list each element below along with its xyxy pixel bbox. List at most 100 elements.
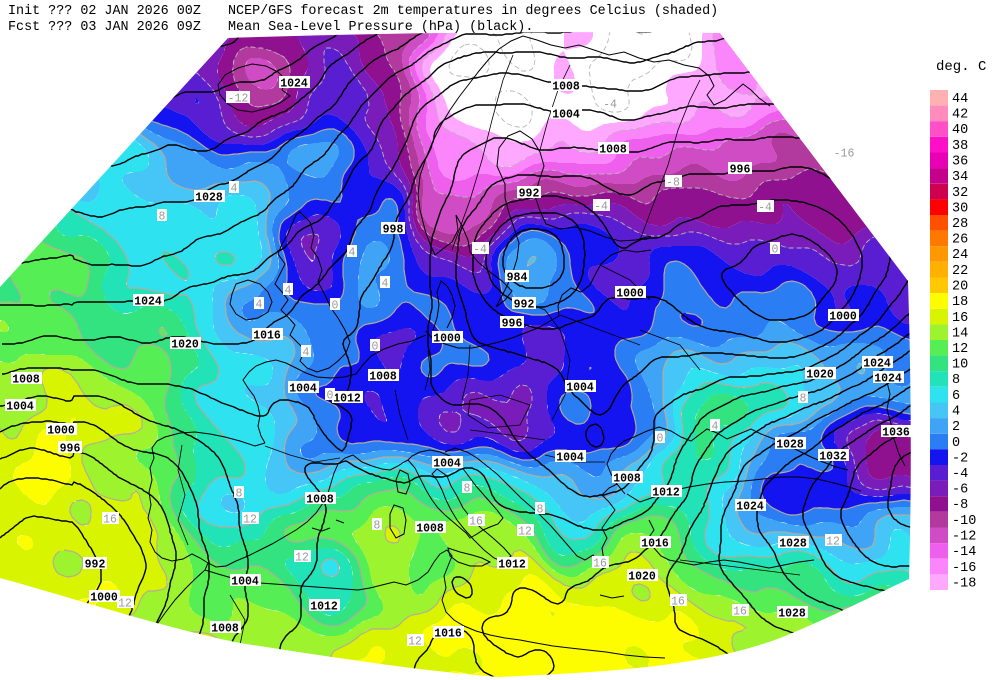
svg-text:28: 28 xyxy=(952,217,968,232)
svg-text:8: 8 xyxy=(159,211,166,224)
svg-text:1000: 1000 xyxy=(433,333,461,346)
svg-text:-4: -4 xyxy=(473,244,487,257)
svg-text:1024: 1024 xyxy=(280,78,308,91)
svg-text:4: 4 xyxy=(285,285,292,298)
svg-text:1020: 1020 xyxy=(171,339,199,352)
svg-text:1000: 1000 xyxy=(90,592,118,605)
svg-text:992: 992 xyxy=(85,559,106,572)
svg-text:1004: 1004 xyxy=(556,452,584,465)
svg-text:-10: -10 xyxy=(952,514,976,529)
svg-text:1028: 1028 xyxy=(778,608,806,621)
svg-text:1004: 1004 xyxy=(433,458,461,471)
svg-text:0: 0 xyxy=(327,390,334,403)
svg-text:16: 16 xyxy=(593,558,607,571)
svg-text:14: 14 xyxy=(952,326,968,341)
svg-text:12: 12 xyxy=(518,526,532,539)
svg-text:16: 16 xyxy=(469,516,483,529)
svg-text:deg. C: deg. C xyxy=(936,59,986,75)
svg-text:18: 18 xyxy=(952,295,968,310)
svg-text:20: 20 xyxy=(952,280,968,295)
svg-text:1028: 1028 xyxy=(776,439,804,452)
svg-text:1012: 1012 xyxy=(652,487,680,500)
svg-text:4: 4 xyxy=(712,421,719,434)
svg-text:1028: 1028 xyxy=(779,538,807,551)
svg-text:1008: 1008 xyxy=(369,371,397,384)
svg-text:24: 24 xyxy=(952,248,968,263)
svg-text:996: 996 xyxy=(730,164,751,177)
svg-text:12: 12 xyxy=(826,536,840,549)
svg-text:1016: 1016 xyxy=(434,628,462,641)
svg-text:1020: 1020 xyxy=(806,369,834,382)
svg-text:996: 996 xyxy=(60,443,81,456)
svg-text:38: 38 xyxy=(952,139,968,154)
svg-text:8: 8 xyxy=(800,393,807,406)
svg-text:8: 8 xyxy=(374,520,381,533)
svg-text:4: 4 xyxy=(382,278,389,291)
svg-text:1012: 1012 xyxy=(333,393,361,406)
svg-text:-4: -4 xyxy=(758,202,772,215)
svg-text:1012: 1012 xyxy=(310,601,338,614)
svg-text:1024: 1024 xyxy=(736,501,764,514)
svg-text:1000: 1000 xyxy=(47,425,75,438)
svg-text:1004: 1004 xyxy=(6,401,34,414)
svg-text:16: 16 xyxy=(103,514,117,527)
svg-text:0: 0 xyxy=(372,341,379,354)
svg-text:30: 30 xyxy=(952,201,968,216)
svg-text:8: 8 xyxy=(236,488,243,501)
svg-text:12: 12 xyxy=(243,514,257,527)
svg-text:16: 16 xyxy=(671,596,685,609)
svg-text:22: 22 xyxy=(952,264,968,279)
svg-text:12: 12 xyxy=(118,598,132,611)
svg-text:998: 998 xyxy=(383,224,404,237)
svg-text:12: 12 xyxy=(408,636,422,649)
svg-text:996: 996 xyxy=(502,318,523,331)
svg-text:1008: 1008 xyxy=(211,623,239,636)
svg-text:992: 992 xyxy=(519,188,540,201)
svg-text:1004: 1004 xyxy=(231,576,259,589)
svg-text:8: 8 xyxy=(952,373,960,388)
svg-text:1012: 1012 xyxy=(498,559,526,572)
svg-text:8: 8 xyxy=(464,483,471,496)
svg-text:4: 4 xyxy=(349,247,356,260)
svg-text:-14: -14 xyxy=(952,545,976,560)
svg-text:1008: 1008 xyxy=(552,81,580,94)
svg-text:1024: 1024 xyxy=(874,373,902,386)
svg-text:34: 34 xyxy=(952,170,968,185)
svg-text:1008: 1008 xyxy=(416,523,444,536)
svg-text:1008: 1008 xyxy=(599,144,627,157)
svg-text:-18: -18 xyxy=(952,576,976,591)
svg-text:-16: -16 xyxy=(834,148,855,161)
svg-text:Mean Sea-Level Pressure (hPa): Mean Sea-Level Pressure (hPa) (black). xyxy=(228,20,533,35)
svg-text:-8: -8 xyxy=(666,177,680,190)
svg-text:1008: 1008 xyxy=(306,494,334,507)
svg-text:Fcst ??? 03 JAN 2026 09Z: Fcst ??? 03 JAN 2026 09Z xyxy=(8,20,201,35)
svg-text:42: 42 xyxy=(952,108,968,123)
svg-text:0: 0 xyxy=(772,244,779,257)
svg-text:4: 4 xyxy=(303,347,310,360)
svg-text:26: 26 xyxy=(952,233,968,248)
svg-text:1036: 1036 xyxy=(882,427,910,440)
svg-text:1000: 1000 xyxy=(616,288,644,301)
svg-text:-8: -8 xyxy=(952,498,968,513)
svg-text:984: 984 xyxy=(507,272,528,285)
svg-text:0: 0 xyxy=(332,300,339,313)
svg-text:-12: -12 xyxy=(952,530,976,545)
svg-text:992: 992 xyxy=(514,299,535,312)
svg-text:-16: -16 xyxy=(952,561,976,576)
svg-text:1016: 1016 xyxy=(253,330,281,343)
svg-text:44: 44 xyxy=(952,92,968,107)
svg-text:1024: 1024 xyxy=(134,296,162,309)
svg-text:1024: 1024 xyxy=(863,358,891,371)
svg-text:8: 8 xyxy=(537,504,544,517)
svg-text:0: 0 xyxy=(952,436,960,451)
svg-text:1004: 1004 xyxy=(566,382,594,395)
svg-text:NCEP/GFS forecast 2m temperatu: NCEP/GFS forecast 2m temperatures in deg… xyxy=(228,4,718,19)
svg-text:1016: 1016 xyxy=(641,538,669,551)
svg-text:0: 0 xyxy=(657,433,664,446)
svg-text:4: 4 xyxy=(952,405,960,420)
svg-text:10: 10 xyxy=(952,358,968,373)
svg-text:-4: -4 xyxy=(594,201,608,214)
svg-text:-4: -4 xyxy=(603,99,617,112)
svg-text:16: 16 xyxy=(952,311,968,326)
svg-text:6: 6 xyxy=(952,389,960,404)
